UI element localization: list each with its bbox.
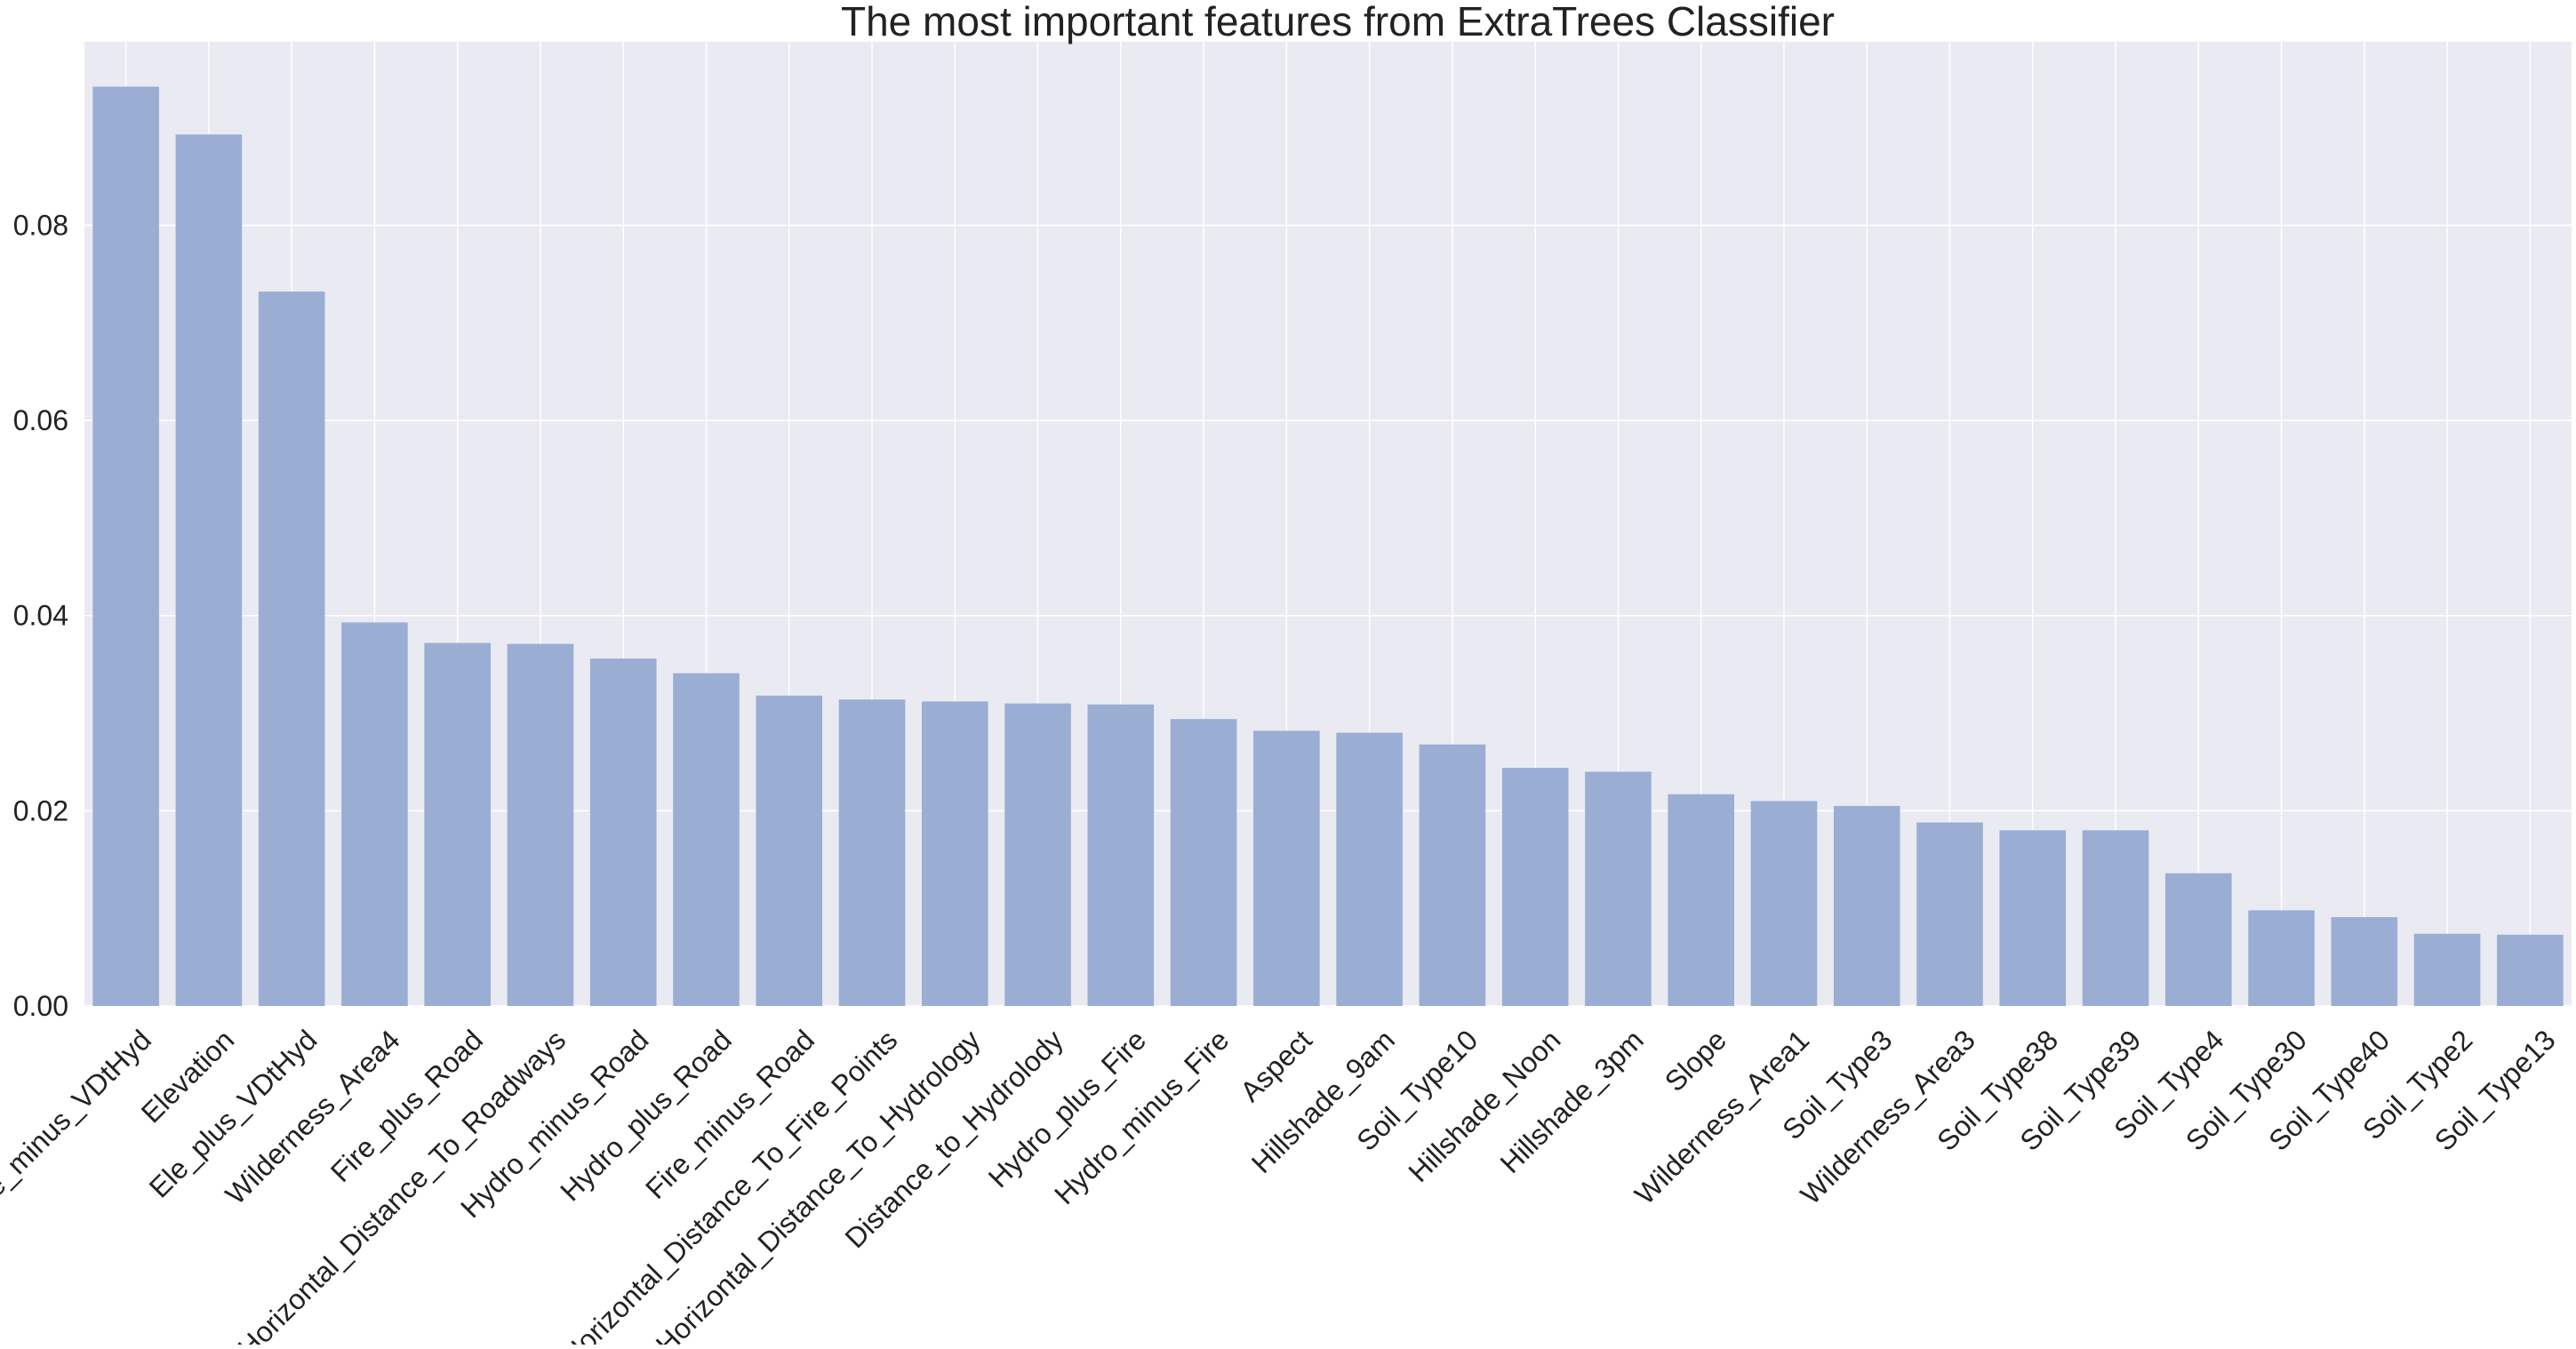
plot-background <box>84 42 2572 1006</box>
y-gridlines <box>84 224 2572 1007</box>
bar-Fire_minus_Road <box>756 695 823 1006</box>
bar-Wilderness_Area1 <box>1750 801 1818 1006</box>
bar-Elevation <box>175 134 243 1007</box>
bar-Hillshade_Noon <box>1501 768 1569 1006</box>
bar-Distance_to_Hydrolody <box>1004 703 1071 1006</box>
y-tick-label: 0.02 <box>13 794 68 826</box>
bar-Wilderness_Area3 <box>1916 822 1983 1006</box>
chart-title: The most important features from ExtraTr… <box>841 0 1835 44</box>
bar-Soil_Type30 <box>2248 910 2315 1006</box>
bar-Hydro_minus_Fire <box>1170 719 1237 1006</box>
y-tick-label: 0.04 <box>13 600 68 632</box>
bar-Soil_Type40 <box>2331 917 2398 1006</box>
y-tick-label: 0.06 <box>13 404 68 436</box>
bar-Hydro_minus_Road <box>589 659 657 1006</box>
bar-Ele_minus_VDtHyd <box>92 86 159 1006</box>
bar-Horizontal_Distance_To_Roadways <box>507 643 574 1006</box>
bar-Slope <box>1668 794 1735 1006</box>
bar-Ele_plus_VDtHyd <box>258 291 325 1006</box>
bar-Soil_Type13 <box>2497 934 2564 1006</box>
bar-Hillshade_3pm <box>1585 771 1652 1006</box>
bar-Soil_Type2 <box>2413 933 2481 1006</box>
bar-Soil_Type3 <box>1833 805 1900 1006</box>
bar-Horizontal_Distance_To_Fire_Points <box>838 699 906 1006</box>
bar-Soil_Type39 <box>2082 830 2149 1006</box>
bar-Hydro_plus_Road <box>673 673 740 1006</box>
bars <box>92 86 2564 1007</box>
y-tick-labels: 0.00 0.02 0.04 0.06 0.08 <box>13 209 68 1022</box>
bar-Hydro_plus_Fire <box>1087 704 1155 1006</box>
bar-Aspect <box>1253 730 1320 1006</box>
y-tick-label: 0.08 <box>13 209 68 241</box>
y-tick-label: 0.00 <box>13 990 68 1022</box>
bar-Hillshade_9am <box>1336 732 1403 1006</box>
bar-Wilderness_Area4 <box>341 622 408 1006</box>
bar-Soil_Type10 <box>1419 744 1486 1006</box>
bar-Soil_Type38 <box>1999 830 2067 1006</box>
bar-Horizontal_Distance_To_Hydrology <box>921 701 988 1006</box>
bar-Soil_Type4 <box>2164 873 2232 1006</box>
bar-Fire_plus_Road <box>424 643 492 1006</box>
